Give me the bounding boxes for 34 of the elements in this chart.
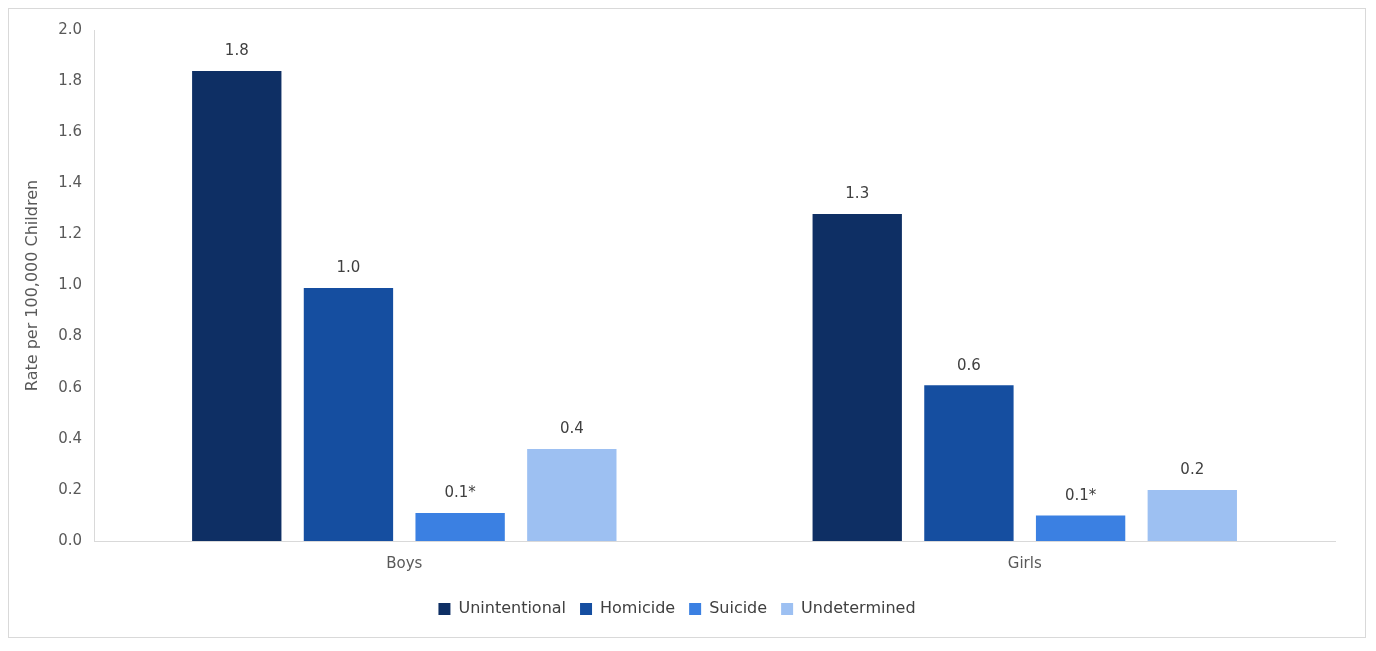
data-label: 1.8 — [224, 41, 249, 60]
legend-label: Homicide — [600, 598, 676, 618]
y-tick-label: 0.2 — [58, 479, 83, 498]
bar — [812, 213, 902, 541]
y-tick-label: 0.4 — [58, 428, 83, 447]
legend-label: Undetermined — [801, 598, 916, 618]
y-axis-title: Rate per 100,000 Children — [21, 179, 41, 392]
data-label: 0.4 — [559, 419, 584, 438]
legend-label: Unintentional — [458, 598, 567, 618]
legend-label: Suicide — [709, 598, 768, 618]
bar — [1035, 515, 1126, 541]
data-label: 1.3 — [845, 184, 870, 203]
bar — [415, 512, 505, 541]
data-label: 0.6 — [956, 355, 981, 374]
bar — [527, 449, 617, 541]
y-tick-label: 1.0 — [58, 275, 83, 294]
y-tick-label: 0.6 — [58, 377, 83, 396]
y-tick-label: 1.2 — [58, 224, 83, 243]
data-label: 0.1* — [444, 483, 477, 502]
y-tick-label: 1.6 — [58, 122, 83, 141]
x-tick-label: Girls — [1007, 553, 1042, 572]
bar — [303, 288, 394, 541]
y-tick-label: 1.8 — [58, 70, 83, 89]
y-tick-label: 0.0 — [58, 530, 83, 549]
y-tick-label: 2.0 — [58, 19, 83, 38]
data-label: 1.0 — [336, 258, 361, 277]
y-tick-label: 1.4 — [58, 173, 83, 192]
bar — [1147, 489, 1237, 541]
x-tick-label: Boys — [386, 553, 423, 572]
data-label: 0.1* — [1064, 485, 1097, 504]
bar — [192, 70, 282, 541]
y-tick-label: 0.8 — [58, 326, 83, 345]
data-label: 0.2 — [1180, 460, 1205, 479]
bar — [924, 385, 1014, 541]
